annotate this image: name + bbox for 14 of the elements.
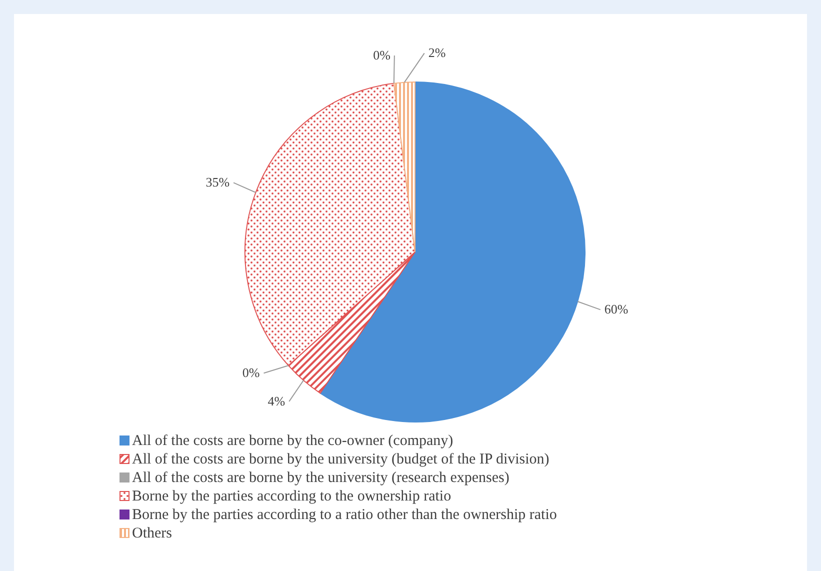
pie-slice [393,82,416,252]
data-label: 4% [268,393,286,408]
text: 0% [242,365,260,380]
legend-label: All of the costs are borne by the co-owner (company) [132,433,454,449]
legend-label: All of the costs are borne by the university (research expenses) [132,470,510,486]
data-label: 60% [604,302,628,317]
legend-label: Borne by the parties according to a ratio other than the ownership ratio [132,507,557,523]
legend-label: Others [132,526,172,542]
data-label: 2% [428,45,446,60]
pie-slice [320,82,586,422]
legend-label: Borne by the parties according to the ownership ratio [132,488,452,504]
text: 0% [373,48,390,63]
legend-label: All of the costs are borne by the university (budget of the IP division) [132,452,550,468]
data-label: 35% [206,174,230,190]
